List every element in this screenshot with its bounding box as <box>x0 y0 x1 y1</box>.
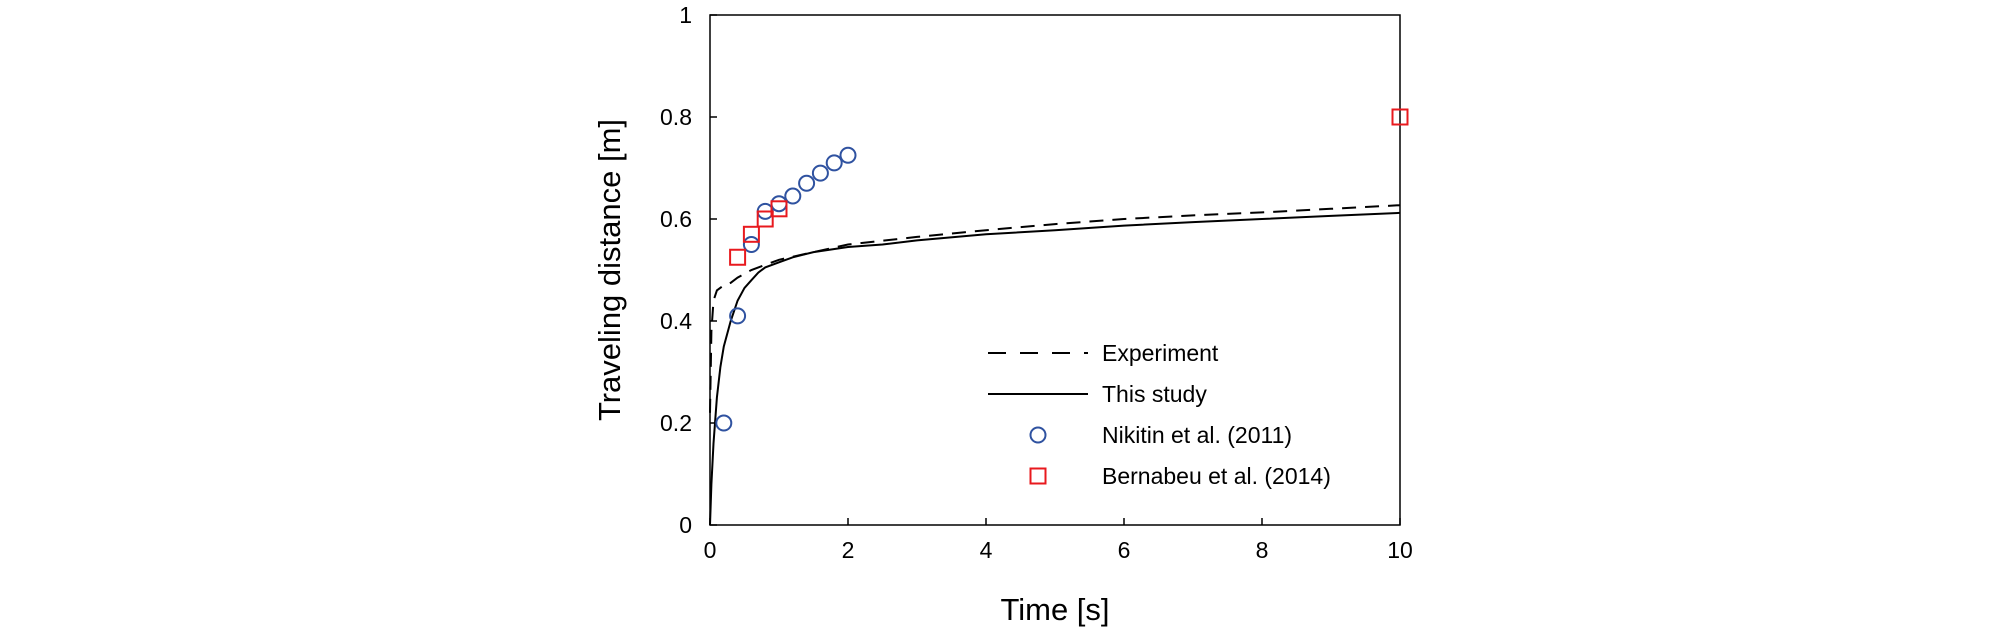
legend: Experiment This study Nikitin et al. (2011… <box>988 340 1331 489</box>
x-axis-title: Time [s] <box>1000 592 1109 627</box>
series-2 <box>715 146 857 432</box>
series-line <box>709 211 1401 526</box>
data-point <box>756 210 774 228</box>
y-tick-label: 0.8 <box>660 104 692 130</box>
x-tick-label: 8 <box>1256 537 1269 563</box>
legend-entry: This study <box>988 381 1207 407</box>
data-point <box>839 146 857 164</box>
legend-entry: Bernabeu et al. (2014) <box>1029 463 1331 489</box>
data-point <box>742 236 760 253</box>
y-tick-label: 0.4 <box>660 308 692 334</box>
series-3 <box>729 108 1409 266</box>
legend-label: Experiment <box>1102 340 1219 366</box>
data-point <box>729 248 747 266</box>
legend-swatch <box>1029 426 1047 444</box>
axis-ticks: 0 2 4 6 8 10 0 0.2 0.4 0.6 0.8 1 <box>660 2 1413 563</box>
y-axis-title: Traveling distance [m] <box>592 119 627 421</box>
x-tick-label: 4 <box>980 537 993 563</box>
data-point <box>770 195 788 213</box>
legend-label: This study <box>1102 381 1207 407</box>
data-point <box>742 225 760 243</box>
legend-label: Bernabeu et al. (2014) <box>1102 463 1331 489</box>
x-tick-label: 6 <box>1118 537 1131 563</box>
data-point <box>1391 108 1409 126</box>
data-point <box>715 414 733 432</box>
data-point <box>811 164 829 182</box>
x-tick-label: 10 <box>1387 537 1413 563</box>
y-tick-label: 0.2 <box>660 410 692 436</box>
plot-area <box>709 14 1401 526</box>
data-point <box>770 200 788 218</box>
data-point <box>729 307 747 325</box>
series-0 <box>709 204 1401 413</box>
legend-entry: Nikitin et al. (2011) <box>1029 422 1292 448</box>
series-line <box>709 204 1401 413</box>
plot-border <box>709 14 1401 526</box>
x-tick-label: 0 <box>704 537 717 563</box>
y-tick-label: 0.6 <box>660 206 692 232</box>
series-layer <box>709 108 1409 526</box>
data-point <box>798 174 816 192</box>
data-point <box>784 187 802 205</box>
y-tick-label: 1 <box>679 2 692 28</box>
y-tick-label: 0 <box>679 512 692 538</box>
x-tick-label: 2 <box>842 537 855 563</box>
legend-label: Nikitin et al. (2011) <box>1102 422 1292 448</box>
series-1 <box>709 211 1401 526</box>
data-point <box>825 154 843 172</box>
legend-swatch <box>1029 467 1047 485</box>
legend-entry: Experiment <box>988 340 1219 366</box>
